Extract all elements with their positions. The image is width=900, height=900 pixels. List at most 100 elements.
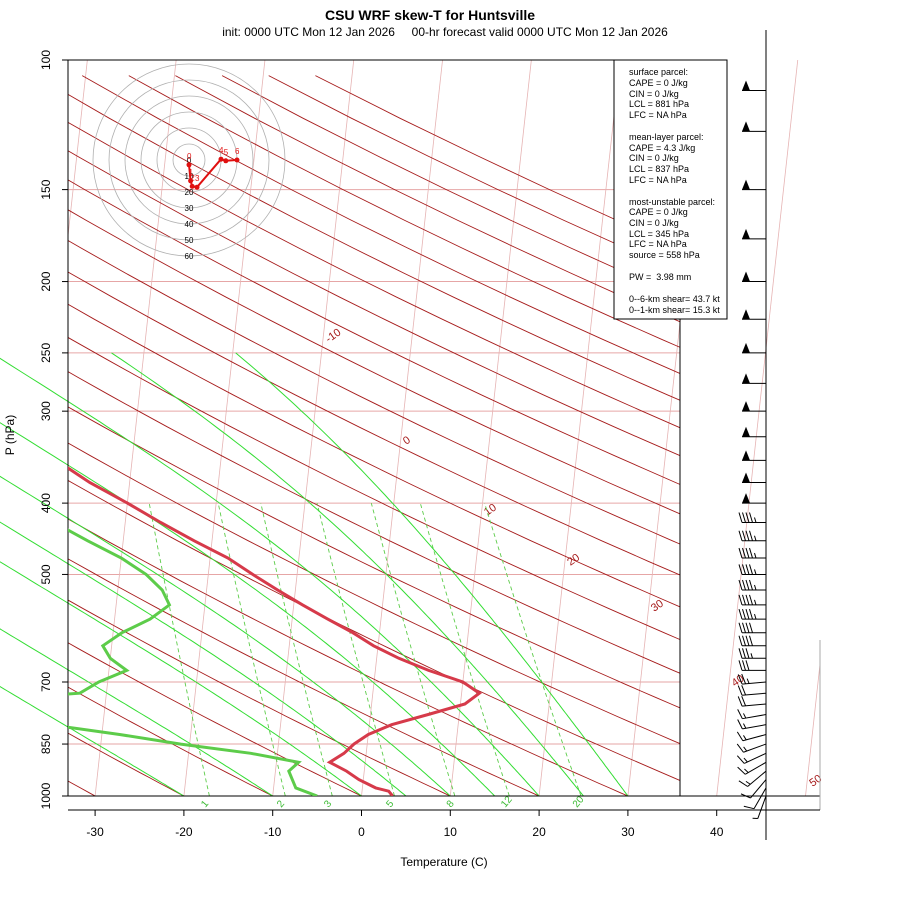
wind-barb-flag	[742, 401, 750, 412]
isotherm-line	[183, 60, 266, 796]
hodograph-point-label: 0	[187, 152, 192, 161]
y-tick-label: 250	[39, 343, 53, 363]
wind-barb-staff	[742, 703, 767, 707]
wind-barb	[752, 795, 767, 820]
dry-adiabat-line	[68, 150, 680, 457]
shear-0-1km: 0--1-km shear= 15.3 kt	[629, 305, 720, 315]
wind-barb-flag	[742, 472, 750, 483]
hodograph-ring-label: 40	[185, 220, 194, 229]
moist-adiabat-line	[0, 422, 496, 797]
wind-barb-half	[754, 613, 757, 620]
wind-barb	[742, 472, 766, 483]
wind-barb	[736, 752, 767, 764]
wind-barb-staff	[744, 761, 767, 775]
hodograph-ring	[172, 143, 206, 177]
moist-adiabat-line	[0, 561, 362, 797]
wind-barb	[738, 579, 766, 591]
moist-adiabat-lines	[0, 352, 629, 797]
isotherm-label: 50	[807, 773, 824, 790]
y-tick-label: 700	[39, 672, 53, 692]
wind-barb-full	[742, 564, 746, 575]
dry-adiabat-line	[68, 121, 680, 429]
isotherm-label: 10	[482, 502, 499, 519]
isotherm-line	[68, 60, 88, 240]
hodograph-point	[234, 157, 240, 163]
wind-barb-full	[742, 648, 746, 659]
isotherm-line	[94, 60, 177, 796]
dry-adiabat-line	[268, 75, 680, 273]
y-axis-label: P (hPa)	[3, 415, 17, 455]
hodograph-ring-label: 0	[187, 156, 192, 165]
x-tick-label: 20	[532, 825, 546, 839]
wind-barb-flag	[742, 271, 750, 282]
wind-barb	[737, 685, 767, 696]
wind-barb-full	[742, 660, 746, 671]
wind-barb-full	[745, 622, 750, 633]
wind-barb-full	[736, 755, 745, 764]
hodograph-point	[223, 158, 229, 164]
x-axis-label: Temperature (C)	[400, 855, 487, 869]
wind-barb-staff	[757, 795, 767, 819]
wind-barb-full	[738, 780, 748, 787]
wind-barb-half	[743, 713, 747, 719]
dry-adiabat-line	[68, 518, 630, 796]
moist-adiabat-line	[235, 352, 629, 797]
wind-barb-half	[754, 517, 757, 523]
wind-barb-full	[738, 660, 743, 671]
wind-barb-full	[741, 685, 747, 696]
moist-adiabat-line	[0, 521, 407, 797]
wind-barb-full	[749, 608, 753, 620]
wind-barb-full	[745, 579, 750, 591]
dry-adiabat-line	[68, 732, 185, 796]
wind-barb-half	[746, 678, 750, 684]
wind-barb-flag	[742, 450, 750, 461]
mixing-ratio-line	[148, 503, 210, 797]
wind-barb-full	[736, 731, 744, 741]
most-unstable-parcel-heading: most-unstable parcel:	[629, 197, 715, 207]
hodograph-ring	[108, 79, 270, 241]
wind-barb	[742, 342, 766, 354]
wind-barb	[738, 530, 766, 542]
mixing-ratio-label: 1	[199, 798, 211, 810]
x-tick-label: -10	[264, 825, 282, 839]
mean-layer-parcel-heading: mean-layer parcel:	[629, 132, 704, 142]
wind-barb-full	[742, 512, 746, 523]
dry-adiabat-line	[68, 271, 680, 576]
wind-barb-full	[737, 766, 746, 775]
temperature-profile-line	[68, 466, 482, 796]
wind-barb-full	[742, 547, 746, 559]
wind-barb-flag	[742, 373, 750, 384]
wind-barb-full	[740, 793, 751, 799]
most-unstable-lcl: LCL = 345 hPa	[629, 229, 689, 239]
y-tick-label: 1000	[39, 782, 53, 809]
wind-barb	[742, 450, 766, 461]
wind-barb-full	[741, 673, 747, 684]
wind-barb-staff	[742, 724, 767, 730]
indices-box: surface parcel: CAPE = 0 J/kg CIN = 0 J/…	[613, 59, 728, 320]
moist-adiabat-line	[0, 357, 540, 797]
wind-barb-staff	[742, 692, 767, 696]
isotherm-line	[894, 60, 900, 796]
wind-barb-full	[738, 547, 743, 559]
wind-barb-flag	[742, 80, 750, 91]
wind-barb-full	[745, 660, 750, 671]
hodograph-ring-label: 50	[185, 236, 194, 245]
shear-0-6km: 0--6-km shear= 43.7 kt	[629, 294, 720, 304]
wind-barb	[738, 594, 766, 606]
wind-barb-full	[737, 696, 743, 707]
wind-barb-half	[754, 569, 757, 575]
y-tick-label: 400	[39, 493, 53, 513]
wind-barb-half	[743, 723, 747, 729]
mixing-ratio-line	[316, 502, 395, 797]
wind-barb	[738, 648, 766, 659]
wind-barb	[738, 564, 766, 575]
isotherm-line	[805, 660, 820, 796]
surface-cin: CIN = 0 J/kg	[629, 89, 679, 99]
wind-barb	[738, 547, 766, 559]
wind-barb-full	[749, 512, 753, 523]
mean-layer-lcl: LCL = 837 hPa	[629, 164, 689, 174]
wind-barb-full	[738, 512, 743, 523]
wind-barb-staff	[744, 752, 767, 764]
hodograph-point-label: 1	[189, 168, 194, 177]
x-axis: -30 -20 -10 0 10 20 30 40	[86, 810, 724, 839]
